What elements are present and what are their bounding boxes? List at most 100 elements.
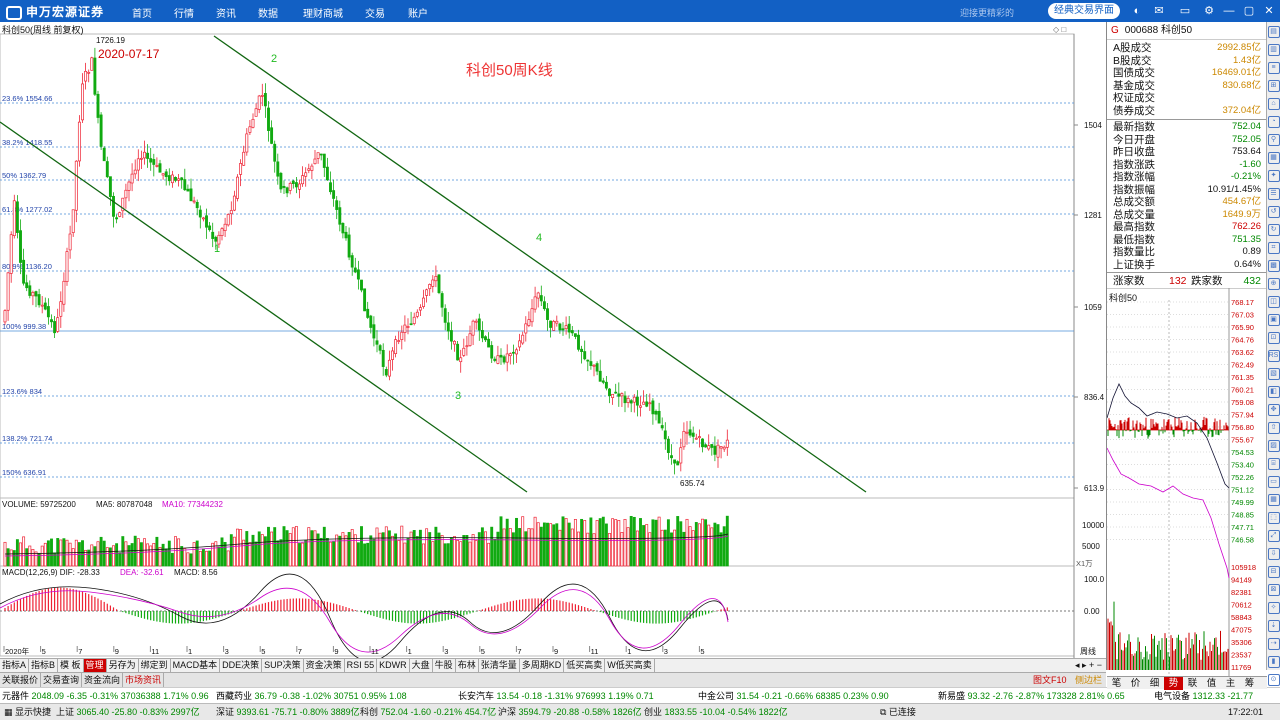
indicator-tab[interactable]: 布林 bbox=[456, 659, 479, 672]
toolbar-tool-icon[interactable]: ⌂ bbox=[1267, 98, 1280, 110]
toolbar-tool-icon[interactable]: ⌗ bbox=[1267, 242, 1280, 254]
toolbar-tool-icon[interactable]: ▦ bbox=[1267, 494, 1280, 506]
toolbar-tool-icon[interactable]: ⇢ bbox=[1267, 638, 1280, 650]
indicator-tab[interactable]: 张清华量 bbox=[479, 659, 520, 672]
settings-icon[interactable]: ⚙ bbox=[1204, 5, 1214, 17]
indicator-tab[interactable]: 资金决策 bbox=[304, 659, 345, 672]
nav-home[interactable]: 首页 bbox=[132, 9, 152, 20]
message-icon[interactable]: ✉ bbox=[1154, 5, 1164, 17]
indicator-tab[interactable]: SUP决策 bbox=[262, 659, 304, 672]
toolbar-tool-icon[interactable]: ▩ bbox=[1267, 260, 1280, 272]
function-tab[interactable]: 资金流向 bbox=[82, 673, 124, 687]
panel-tab[interactable]: 细 bbox=[1149, 678, 1160, 689]
indicator-tab[interactable]: 低买高卖 bbox=[564, 659, 606, 672]
toolbar-tool-icon[interactable]: ◔ bbox=[1267, 116, 1280, 128]
index-ticker-item[interactable]: 沪深 3594.79 -20.88 -0.58% 1826亿 bbox=[498, 704, 642, 720]
indicator-tab[interactable]: 多周期KD bbox=[520, 659, 565, 672]
toolbar-tool-icon[interactable]: ⊙ bbox=[1267, 674, 1280, 686]
function-tab[interactable]: 关联报价 bbox=[0, 673, 42, 687]
toolbar-tool-icon[interactable]: ◫ bbox=[1267, 296, 1280, 308]
indicator-tab[interactable]: MACD基本 bbox=[171, 659, 221, 672]
nav-data[interactable]: 数据 bbox=[258, 9, 278, 20]
minimize-icon[interactable]: — bbox=[1223, 5, 1235, 17]
ticker-item[interactable]: 西藏药业 36.79 -0.38 -1.02% 30751 0.95% 1.08 bbox=[216, 688, 407, 703]
nav-trade[interactable]: 交易 bbox=[365, 9, 385, 20]
indicator-tab[interactable]: 模 板 bbox=[58, 659, 84, 672]
panel-tab[interactable]: 笔 bbox=[1111, 678, 1122, 689]
toolbar-tool-icon[interactable]: ✦ bbox=[1267, 170, 1280, 182]
indicator-tab[interactable]: 大盘 bbox=[410, 659, 433, 672]
toolbar-tool-icon[interactable]: ▭ bbox=[1267, 476, 1280, 488]
ticker-item[interactable]: 中金公司 31.54 -0.21 -0.66% 68385 0.23% 0.90 bbox=[698, 688, 889, 703]
toolbar-tool-icon[interactable]: ⇣ bbox=[1267, 620, 1280, 632]
indicator-tab[interactable]: 管理 bbox=[83, 659, 107, 672]
panel-tab[interactable]: 联 bbox=[1187, 678, 1198, 689]
toolbar-tool-icon[interactable]: ⊞ bbox=[1267, 80, 1280, 92]
toolbar-tool-icon[interactable]: ▣ bbox=[1267, 314, 1280, 326]
toolbar-tool-icon[interactable]: ▨ bbox=[1267, 440, 1280, 452]
toolbar-tool-icon[interactable]: ⤢ bbox=[1267, 530, 1280, 542]
zoom-controls[interactable]: ◂ ▸ + − bbox=[1074, 660, 1102, 670]
sidebar-toggle[interactable]: 侧边栏 bbox=[1074, 675, 1102, 685]
nav-quotes[interactable]: 行情 bbox=[174, 9, 194, 20]
indicator-tab[interactable]: RSI 55 bbox=[345, 659, 378, 672]
toolbar-tool-icon[interactable]: ⇧ bbox=[1267, 422, 1280, 434]
toolbar-tool-icon[interactable]: ↻ bbox=[1267, 224, 1280, 236]
ticker-item[interactable]: 长安汽车 13.54 -0.18 -1.31% 976993 1.19% 0.7… bbox=[458, 688, 654, 703]
toolbar-tool-icon[interactable]: ▮ bbox=[1267, 656, 1280, 668]
toolbar-tool-icon[interactable]: ↺ bbox=[1267, 206, 1280, 218]
intraday-mini-chart[interactable]: 768.17 767.03 765.90 764.76 763.62 762.49 761.… bbox=[1107, 288, 1267, 676]
indicator-tab[interactable]: DDE决策 bbox=[220, 659, 263, 672]
ticker-item[interactable]: 新易盛 93.32 -2.76 -2.87% 173328 2.81% 0.65 bbox=[938, 688, 1125, 703]
toolbar-tool-icon[interactable]: ⊠ bbox=[1267, 584, 1280, 596]
toolbar-tool-icon[interactable]: ▧ bbox=[1267, 368, 1280, 380]
index-ticker-item[interactable]: 深证 9393.61 -75.71 -0.80% 3889亿 bbox=[216, 704, 360, 720]
panel-tab[interactable]: 主 bbox=[1225, 678, 1236, 689]
toolbar-tool-icon[interactable]: ⊡ bbox=[1267, 332, 1280, 344]
toolbar-tool-icon[interactable]: ⇩ bbox=[1267, 548, 1280, 560]
restore-icon[interactable]: ▢ bbox=[1243, 5, 1255, 17]
close-icon[interactable]: ✕ bbox=[1264, 5, 1274, 17]
indicator-tab[interactable]: 另存为 bbox=[107, 659, 139, 672]
panel-tab[interactable]: 值 bbox=[1206, 678, 1217, 689]
ticker-item[interactable]: 元器件 2048.09 -6.35 -0.31% 37036388 1.71% … bbox=[2, 688, 209, 703]
kline-chart-svg[interactable]: ◇ □ 23.6% 1554.66 38.2% 1418.55 50% 1362.79… bbox=[0, 22, 1106, 658]
toolbar-tool-icon[interactable]: ⊕ bbox=[1267, 278, 1280, 290]
indicator-tab[interactable]: 牛股 bbox=[433, 659, 456, 672]
indicator-tab[interactable]: W低买高卖 bbox=[605, 659, 655, 672]
toolbar-tool-icon[interactable]: ☰ bbox=[1267, 188, 1280, 200]
toolbar-tool-icon[interactable]: ⬚ bbox=[1267, 512, 1280, 524]
toolbar-tool-icon[interactable]: ▦ bbox=[1267, 152, 1280, 164]
f10-link[interactable]: 图文F10 bbox=[1032, 675, 1067, 685]
nav-wealth-mall[interactable]: 理财商城 bbox=[303, 9, 343, 20]
classic-trade-button[interactable]: 经典交易界面 bbox=[1048, 3, 1120, 19]
panel-tab[interactable]: 价 bbox=[1130, 678, 1141, 689]
quick-display-button[interactable]: ▦ 显示快捷 bbox=[4, 707, 52, 717]
indicator-tab[interactable]: KDWR bbox=[377, 659, 410, 672]
toolbar-tool-icon[interactable]: RS bbox=[1267, 350, 1280, 362]
toolbar-tool-icon[interactable]: ◧ bbox=[1267, 386, 1280, 398]
toolbar-tool-icon[interactable]: ⚲ bbox=[1267, 134, 1280, 146]
index-ticker-item[interactable]: 创业 1833.55 -10.04 -0.54% 1822亿 bbox=[644, 704, 788, 720]
function-tab[interactable]: 交易查询 bbox=[41, 673, 83, 687]
mail-icon[interactable]: ▭ bbox=[1179, 5, 1191, 17]
toolbar-tool-icon[interactable]: ▤ bbox=[1267, 26, 1280, 38]
nav-account[interactable]: 账户 bbox=[408, 9, 428, 20]
skin-icon[interactable]: ◐ bbox=[1133, 5, 1141, 17]
panel-tab[interactable]: 势 bbox=[1164, 677, 1183, 690]
kline-chart-area[interactable]: ◇ □ 23.6% 1554.66 38.2% 1418.55 50% 1362.79… bbox=[0, 22, 1106, 658]
toolbar-tool-icon[interactable]: ≡ bbox=[1267, 62, 1280, 74]
ticker-item[interactable]: 电气设备 1312.33 -21.77 bbox=[1154, 688, 1253, 703]
toolbar-tool-icon[interactable]: ▥ bbox=[1267, 44, 1280, 56]
toolbar-tool-icon[interactable]: ✧ bbox=[1267, 602, 1280, 614]
index-ticker-item[interactable]: 上证 3065.40 -25.80 -0.83% 2997亿 bbox=[56, 704, 200, 720]
function-tab[interactable]: 市场资讯 bbox=[123, 673, 165, 687]
indicator-tab[interactable]: 指标A bbox=[0, 659, 30, 672]
ad-text[interactable]: 迎接更精彩的 bbox=[960, 8, 1015, 18]
nav-news[interactable]: 资讯 bbox=[216, 9, 236, 20]
toolbar-tool-icon[interactable]: ✥ bbox=[1267, 404, 1280, 416]
toolbar-tool-icon[interactable]: ⊟ bbox=[1267, 566, 1280, 578]
indicator-tab[interactable]: 绑定到 bbox=[139, 659, 171, 672]
toolbar-tool-icon[interactable]: ⌸ bbox=[1267, 458, 1280, 470]
index-ticker-item[interactable]: 科创 752.04 -1.60 -0.21% 454.7亿 bbox=[360, 704, 496, 720]
